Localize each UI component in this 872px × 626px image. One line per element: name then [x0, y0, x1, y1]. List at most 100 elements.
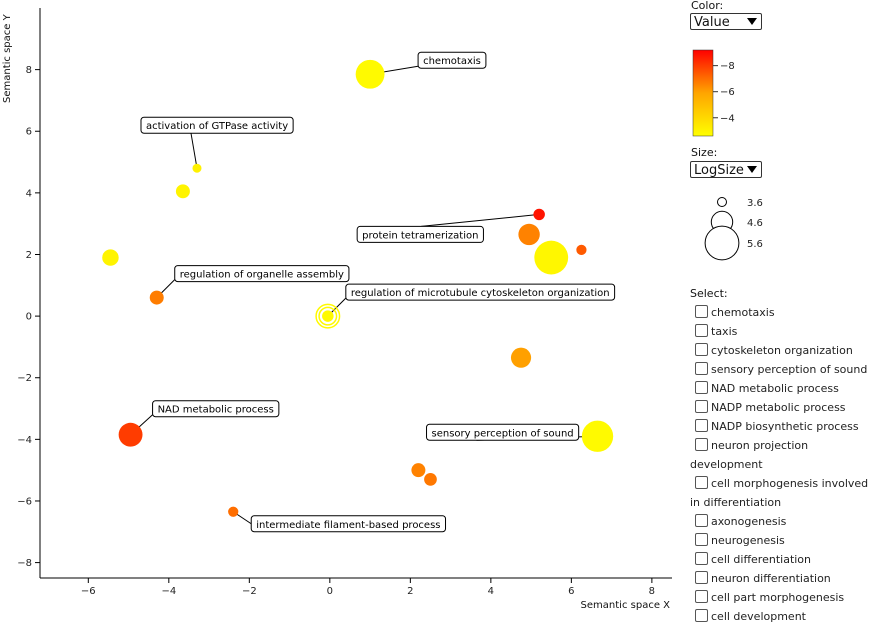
size-select[interactable]: LogSize — [690, 161, 762, 178]
checkbox[interactable] — [695, 514, 708, 527]
checkbox[interactable] — [695, 324, 708, 337]
bubble-point[interactable] — [118, 422, 143, 447]
term-checkbox-item[interactable]: axonogenesis — [690, 512, 870, 531]
term-checkbox-item[interactable]: neuron differentiation — [690, 569, 870, 588]
size-legend-circle — [704, 225, 740, 261]
term-checkbox-item[interactable]: NADP biosynthetic process — [690, 417, 870, 436]
y-tick-label: 6 — [26, 127, 32, 138]
x-tick-label: 2 — [407, 586, 413, 597]
point-label-text: sensory perception of sound — [432, 428, 574, 439]
checkbox[interactable] — [695, 438, 708, 451]
checkbox[interactable] — [695, 476, 708, 489]
point-labels: chemotaxis activation of GTPase activity p… — [140, 51, 616, 533]
bubble-point[interactable] — [228, 506, 239, 517]
color-legend-tick-label: −4 — [720, 113, 735, 124]
point-label-box — [356, 225, 484, 243]
checkbox-label: sensory perception of sound — [711, 363, 868, 376]
checkbox[interactable] — [695, 590, 708, 603]
checkbox[interactable] — [695, 419, 708, 432]
bubble-point[interactable] — [510, 347, 532, 368]
point-label-box — [140, 116, 294, 134]
color-legend-tick-label: −6 — [720, 87, 735, 98]
point-label-text: intermediate filament-based process — [256, 520, 440, 531]
checkbox[interactable] — [695, 381, 708, 394]
y-tick-label: 2 — [26, 250, 32, 261]
checkbox[interactable] — [695, 571, 708, 584]
checkbox[interactable] — [695, 533, 708, 546]
term-checkbox-list: chemotaxis taxis cytoskeleton organization… — [690, 303, 870, 626]
checkbox-label: chemotaxis — [711, 306, 775, 319]
checkbox-label: cell development — [711, 610, 806, 623]
color-legend-tick-label: −8 — [720, 61, 735, 72]
checkbox[interactable] — [695, 552, 708, 565]
term-checkbox-item[interactable]: chemotaxis — [690, 303, 870, 322]
bubble-point[interactable] — [102, 249, 119, 266]
bubble-point[interactable] — [175, 184, 190, 199]
bubble-point[interactable] — [149, 290, 164, 305]
size-legend: 3.6 4.6 5.6 — [704, 197, 763, 261]
checkbox[interactable] — [695, 362, 708, 375]
term-checkbox-item[interactable]: cell part morphogenesis — [690, 588, 870, 607]
checkbox-label: cell part morphogenesis — [711, 591, 845, 604]
point-label-text: activation of GTPase activity — [146, 121, 288, 132]
bubble-point[interactable] — [534, 240, 569, 275]
color-legend-ticks: −8 −6 −4 — [713, 61, 735, 124]
bubble-point[interactable] — [576, 244, 587, 255]
term-checkbox-item[interactable]: sensory perception of sound — [690, 360, 870, 379]
term-checkbox-item[interactable]: taxis — [690, 322, 870, 341]
bubble-point[interactable] — [411, 463, 426, 478]
bubble-point[interactable] — [424, 473, 437, 486]
size-legend-label: 5.6 — [747, 239, 763, 250]
color-legend-bar — [692, 49, 714, 137]
size-legend-circle — [710, 210, 734, 234]
size-legend-label: 4.6 — [747, 218, 763, 229]
term-checkbox-item[interactable]: cell differentiation — [690, 550, 870, 569]
y-tick-label: 8 — [26, 65, 32, 76]
bubble-point[interactable] — [322, 310, 334, 322]
checkbox-label: cell morphogenesis involved in different… — [690, 477, 869, 509]
term-checkbox-item[interactable]: cell development — [690, 607, 870, 626]
bubble-point[interactable] — [192, 163, 202, 173]
x-tick-label: −6 — [81, 586, 96, 597]
leader-line — [190, 133, 198, 169]
checkbox-label: axonogenesis — [711, 515, 787, 528]
bubble-point[interactable] — [518, 223, 540, 246]
chevron-down-icon — [747, 18, 757, 25]
term-checkbox-item[interactable]: cytoskeleton organization — [690, 341, 870, 360]
point-label-box — [152, 400, 280, 418]
bubble-point[interactable] — [533, 208, 545, 221]
checkbox[interactable] — [695, 609, 708, 622]
scatter-plot: −6 −4 −2 0 2 4 6 8 −8 −6 −4 −2 0 2 4 6 8 chemotaxis activ… — [2, 8, 672, 611]
bubble-point[interactable] — [581, 420, 614, 452]
color-select[interactable]: Value — [690, 13, 762, 30]
checkbox-label: taxis — [711, 325, 738, 338]
size-label: Size: — [691, 146, 718, 159]
term-checkbox-item[interactable]: neurogenesis — [690, 531, 870, 550]
select-label: Select: — [690, 287, 728, 300]
term-checkbox-item[interactable]: NAD metabolic process — [690, 379, 870, 398]
bubbles[interactable] — [102, 59, 614, 517]
term-checkbox-item[interactable]: neuron projection development — [690, 436, 870, 474]
bubble-point[interactable] — [355, 59, 385, 89]
size-select-value: LogSize — [694, 163, 744, 178]
color-label: Color: — [691, 0, 724, 12]
checkbox[interactable] — [695, 305, 708, 318]
y-tick-label: 0 — [26, 312, 32, 323]
checkbox-label: NADP metabolic process — [711, 401, 846, 414]
chevron-down-icon — [747, 166, 757, 173]
point-label-box — [417, 51, 487, 69]
point-label-box — [174, 265, 350, 283]
y-tick-label: −4 — [17, 435, 32, 446]
checkbox[interactable] — [695, 400, 708, 413]
point-label-text: chemotaxis — [423, 56, 481, 67]
y-axis-title: Semantic space Y — [2, 13, 13, 103]
x-tick-label: −2 — [242, 586, 257, 597]
checkbox-label: cytoskeleton organization — [711, 344, 853, 357]
x-tick-label: 6 — [568, 586, 574, 597]
checkbox[interactable] — [695, 343, 708, 356]
x-tick-label: 0 — [327, 586, 333, 597]
checkbox-label: neuron differentiation — [711, 572, 831, 585]
term-checkbox-item[interactable]: cell morphogenesis involved in different… — [690, 474, 870, 512]
point-label-text: regulation of microtubule cytoskeleton o… — [351, 288, 610, 299]
term-checkbox-item[interactable]: NADP metabolic process — [690, 398, 870, 417]
